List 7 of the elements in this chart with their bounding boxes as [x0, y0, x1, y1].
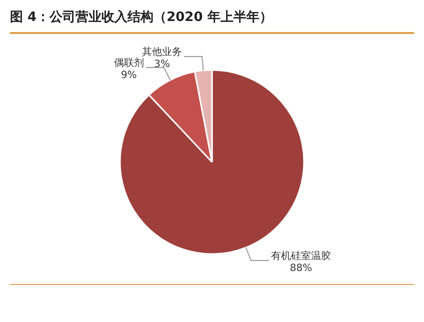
slice-label: 其他业务 [142, 46, 182, 58]
slice-label: 有机硅室温胶 [271, 250, 332, 262]
slice-label: 偶联剂 [114, 57, 144, 70]
data-label: 9% [120, 70, 137, 82]
data-label: 3% [154, 59, 170, 70]
data-label: 88% [290, 263, 312, 274]
chart-title: 图 4：公司营业收入结构（2020 年上半年） [10, 8, 414, 34]
